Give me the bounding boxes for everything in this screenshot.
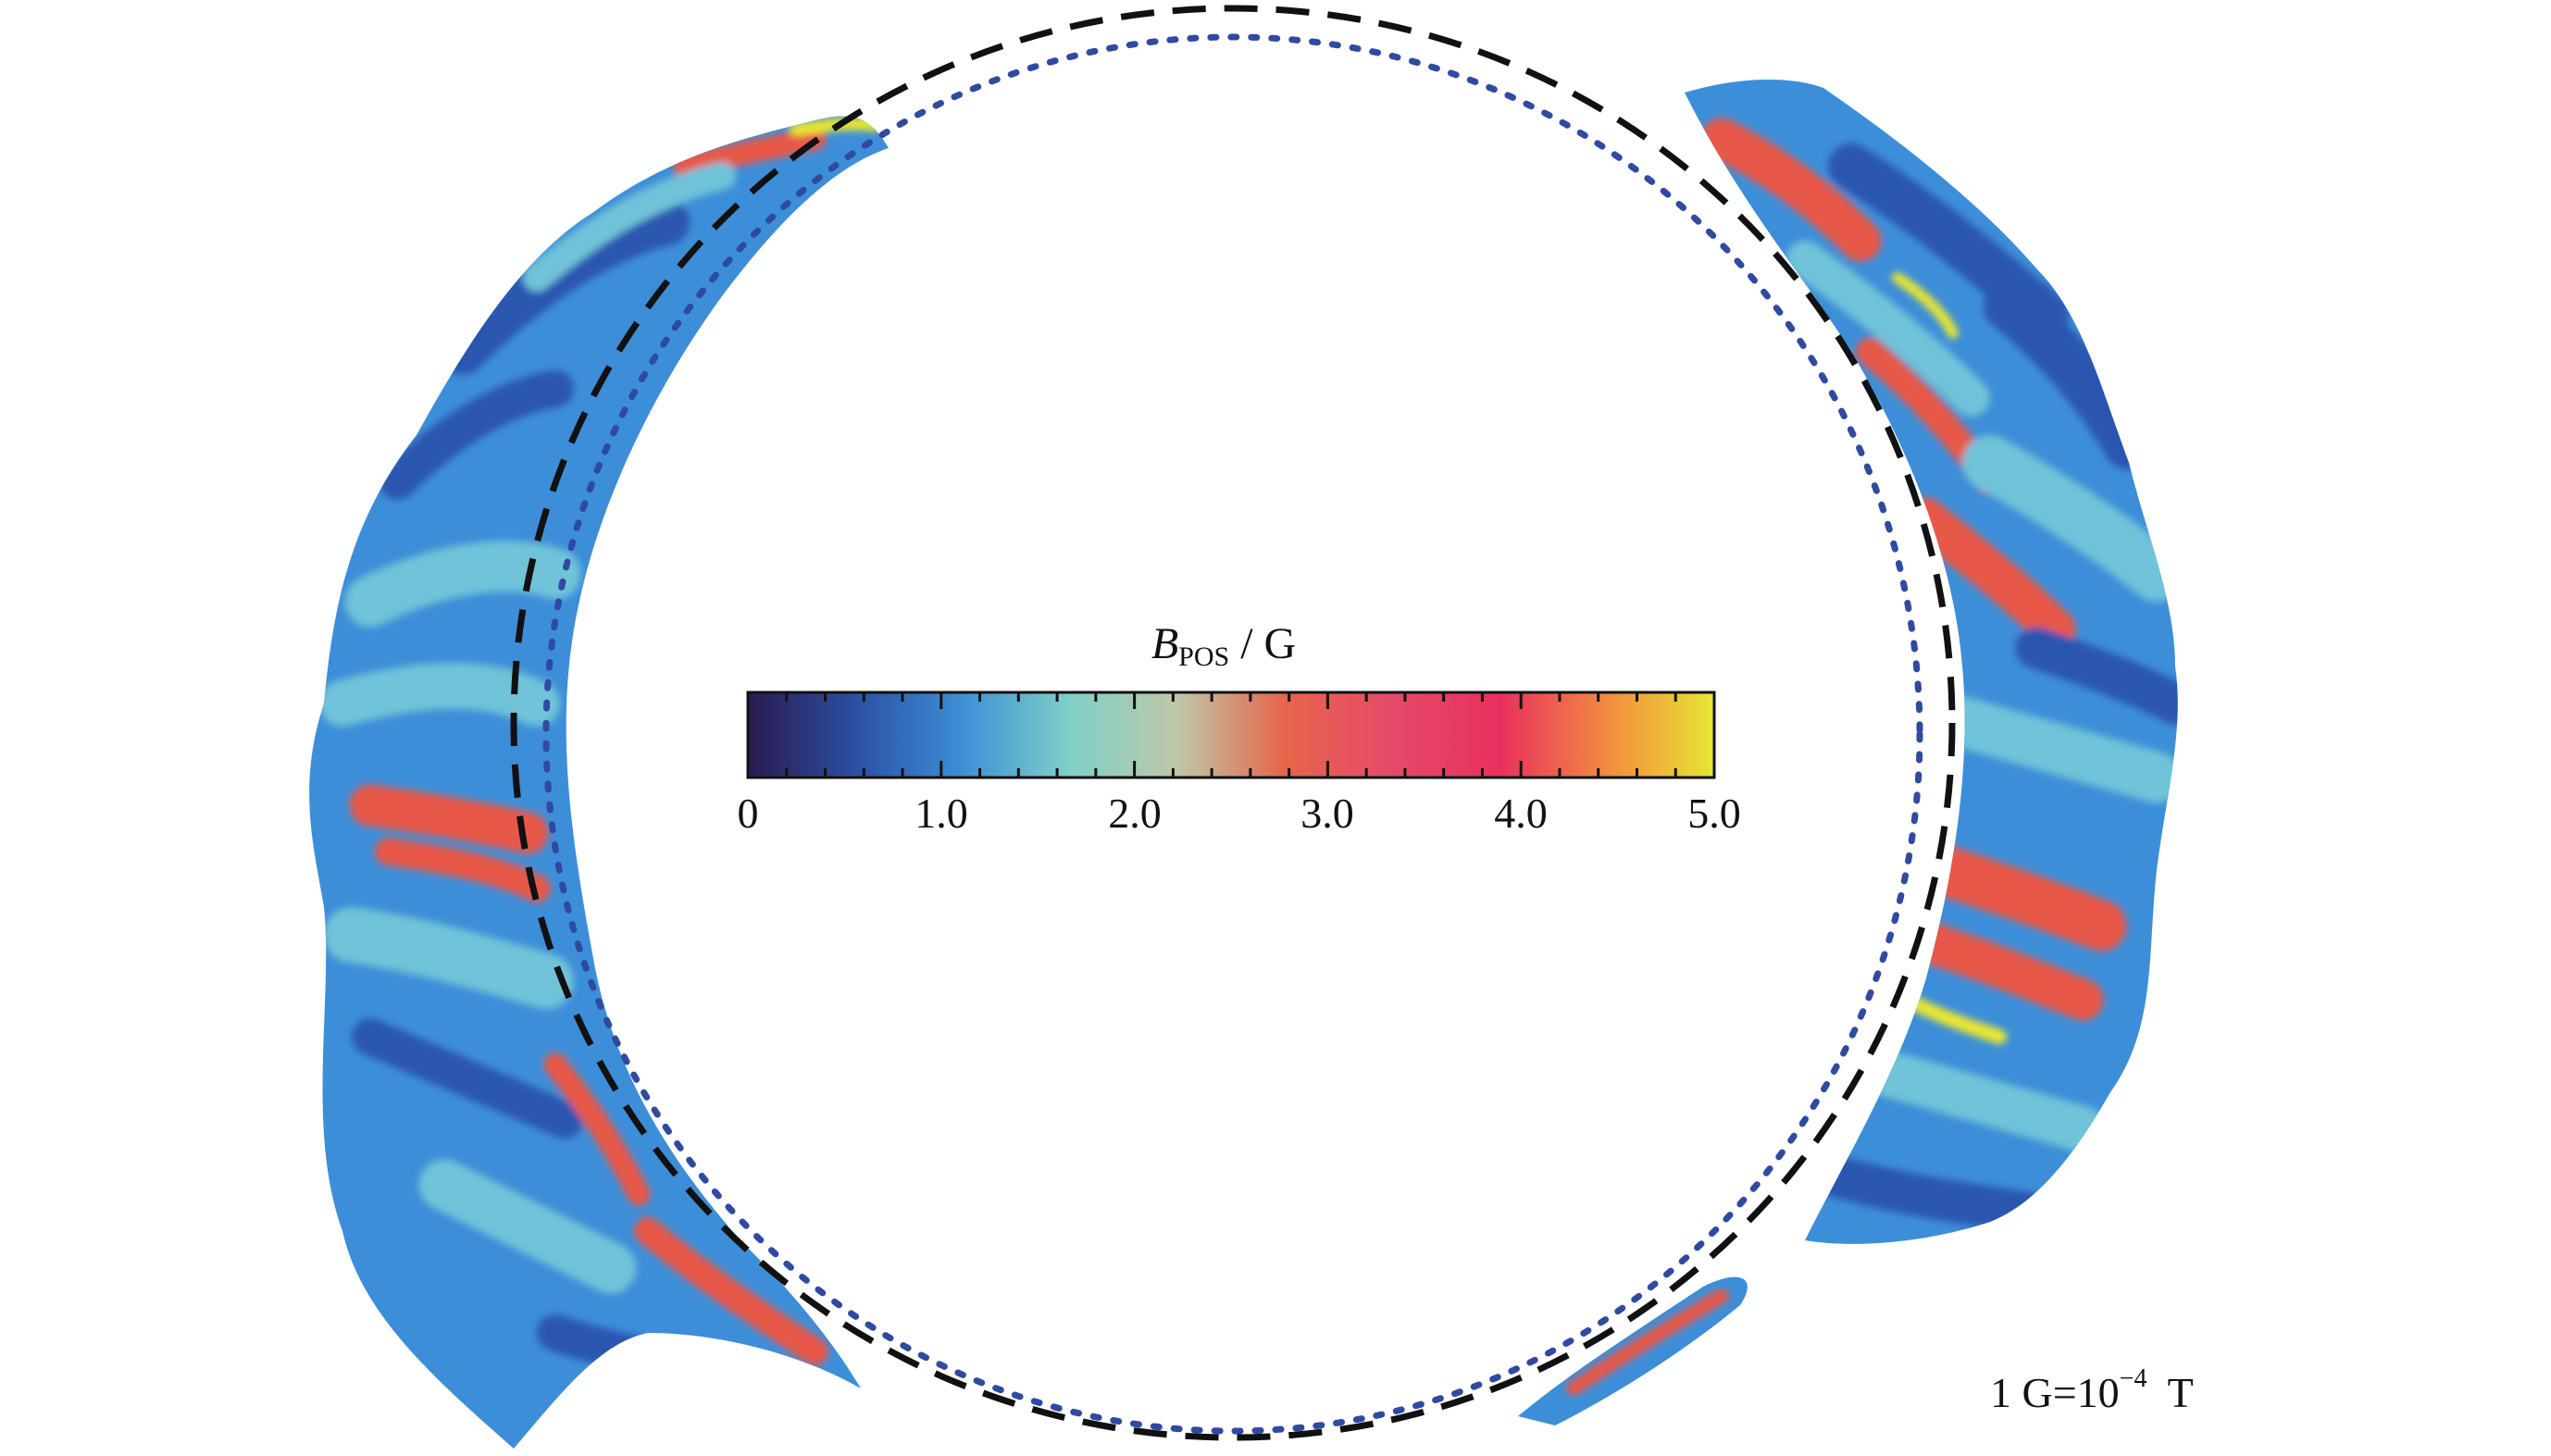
colorbar-title: BPOS / G (1140, 618, 1307, 673)
dashed-limb-circle (510, 5, 1956, 1441)
colorbar-ticks (746, 692, 1716, 778)
colorbar-tick-label: 2.0 (1108, 790, 1162, 837)
colorbar-tick-label: 1.0 (915, 790, 968, 837)
right-field-region (1685, 79, 2178, 1244)
colorbar-title-symbol: B (1151, 619, 1179, 668)
colorbar-title-unit: / G (1229, 619, 1297, 668)
colorbar-tick-label: 4.0 (1494, 790, 1548, 837)
colorbar-gradient (746, 691, 1716, 779)
colorbar-tick-label: 0 (737, 790, 759, 837)
colorbar-tick-label: 3.0 (1300, 790, 1354, 837)
unit-note-prefix: 1 G=10 (1990, 1369, 2120, 1416)
colorbar (746, 691, 1716, 779)
colorbar-tick-label: 5.0 (1687, 790, 1741, 837)
unit-note-suffix: T (2147, 1369, 2194, 1416)
colorbar-title-subscript: POS (1178, 641, 1230, 672)
unit-note-exponent: −4 (2119, 1364, 2147, 1393)
lower-field-fragment (1518, 1276, 1748, 1425)
dotted-limb-circle (542, 33, 1923, 1435)
unit-conversion-note: 1 G=10−4 T (1990, 1364, 2194, 1417)
